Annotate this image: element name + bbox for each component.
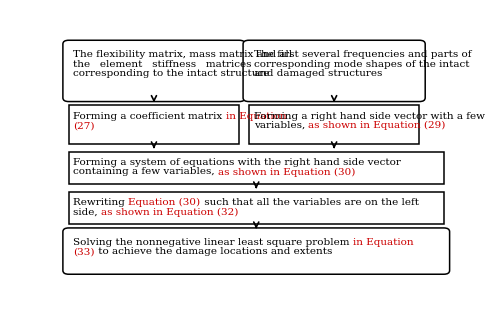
Text: in Equation: in Equation (226, 111, 286, 121)
Text: to achieve the damage locations and extents: to achieve the damage locations and exte… (95, 247, 332, 256)
Text: containing a few variables,: containing a few variables, (74, 167, 218, 176)
Bar (68, 152, 444, 184)
Text: variables,: variables, (254, 121, 308, 130)
FancyBboxPatch shape (63, 228, 450, 274)
Text: as shown in Equation (32): as shown in Equation (32) (101, 207, 238, 216)
Text: (33): (33) (74, 247, 95, 256)
Text: Forming a coefficient matrix: Forming a coefficient matrix (74, 111, 226, 121)
Text: as shown in Equation (30): as shown in Equation (30) (218, 167, 356, 176)
Text: and damaged structures: and damaged structures (254, 69, 382, 78)
Bar (68, 105, 239, 144)
Text: The flexibility matrix, mass matrix and all: The flexibility matrix, mass matrix and … (74, 50, 292, 59)
Text: (27): (27) (74, 121, 95, 130)
Text: Forming a right hand side vector with a few: Forming a right hand side vector with a … (254, 111, 484, 121)
Bar (68, 192, 444, 224)
Text: corresponding mode shapes of the intact: corresponding mode shapes of the intact (254, 60, 469, 69)
FancyBboxPatch shape (243, 40, 425, 101)
Text: in Equation: in Equation (353, 238, 414, 247)
FancyBboxPatch shape (63, 40, 245, 101)
Text: Equation (30): Equation (30) (128, 198, 200, 207)
Text: Rewriting: Rewriting (74, 198, 128, 207)
Text: the   element   stiffness   matrices: the element stiffness matrices (74, 60, 252, 69)
Bar (249, 105, 420, 144)
Text: Solving the nonnegative linear least square problem: Solving the nonnegative linear least squ… (74, 238, 353, 247)
Text: corresponding to the intact structure: corresponding to the intact structure (74, 69, 270, 78)
Text: Forming a system of equations with the right hand side vector: Forming a system of equations with the r… (74, 158, 401, 167)
Text: as shown in Equation (29): as shown in Equation (29) (308, 121, 446, 130)
Text: side,: side, (74, 207, 101, 216)
Text: The first several frequencies and parts of: The first several frequencies and parts … (254, 50, 471, 59)
Text: such that all the variables are on the left: such that all the variables are on the l… (200, 198, 418, 207)
